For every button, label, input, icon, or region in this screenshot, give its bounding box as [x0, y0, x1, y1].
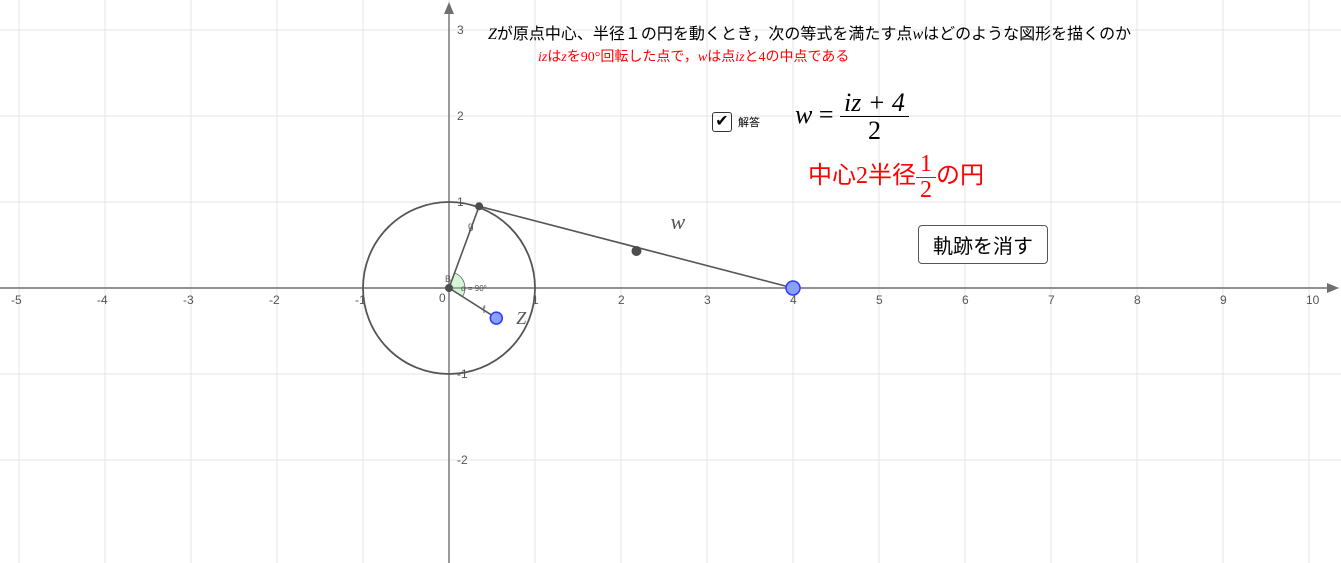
svg-text:9: 9	[1220, 293, 1227, 307]
checkmark-icon: ✔	[712, 112, 732, 132]
problem-text-line2: izはzを90°回転した点で，wは点izと4の中点である	[538, 46, 849, 66]
svg-text:g: g	[468, 221, 474, 232]
svg-text:B: B	[445, 274, 451, 284]
problem-var-Z: Z	[488, 26, 497, 43]
svg-text:2: 2	[457, 109, 464, 123]
svg-text:8: 8	[1134, 293, 1141, 307]
problem-var-w: w	[912, 26, 923, 43]
svg-text:-4: -4	[97, 293, 108, 307]
svg-text:Z: Z	[516, 308, 527, 328]
svg-text:-2: -2	[269, 293, 280, 307]
svg-text:10: 10	[1306, 293, 1320, 307]
problem-text-line1: Zが原点中心、半径１の円を動くとき，次の等式を満たす点wはどのような図形を描くの…	[488, 20, 1131, 44]
svg-text:α = 90°: α = 90°	[461, 284, 487, 293]
answer-text: 中心2半径12の円	[808, 152, 984, 203]
clear-trace-button[interactable]: 軌跡を消す	[918, 225, 1048, 264]
svg-text:6: 6	[962, 293, 969, 307]
svg-text:-2: -2	[457, 453, 468, 467]
svg-text:-3: -3	[183, 293, 194, 307]
answer-checkbox[interactable]: ✔ 解答	[712, 112, 760, 132]
svg-text:7: 7	[1048, 293, 1055, 307]
svg-text:f: f	[483, 305, 486, 316]
checkbox-label: 解答	[738, 114, 760, 130]
svg-text:w: w	[670, 209, 685, 234]
svg-text:0: 0	[439, 291, 446, 305]
formula-display: w = iz + 42	[795, 89, 909, 145]
svg-text:5: 5	[876, 293, 883, 307]
graph-canvas[interactable]: -5-4-3-2-112345678910-2-11230α = 90°fgBZ…	[0, 0, 1341, 563]
svg-text:2: 2	[618, 293, 625, 307]
svg-text:-5: -5	[11, 293, 22, 307]
svg-text:3: 3	[704, 293, 711, 307]
svg-text:3: 3	[457, 23, 464, 37]
